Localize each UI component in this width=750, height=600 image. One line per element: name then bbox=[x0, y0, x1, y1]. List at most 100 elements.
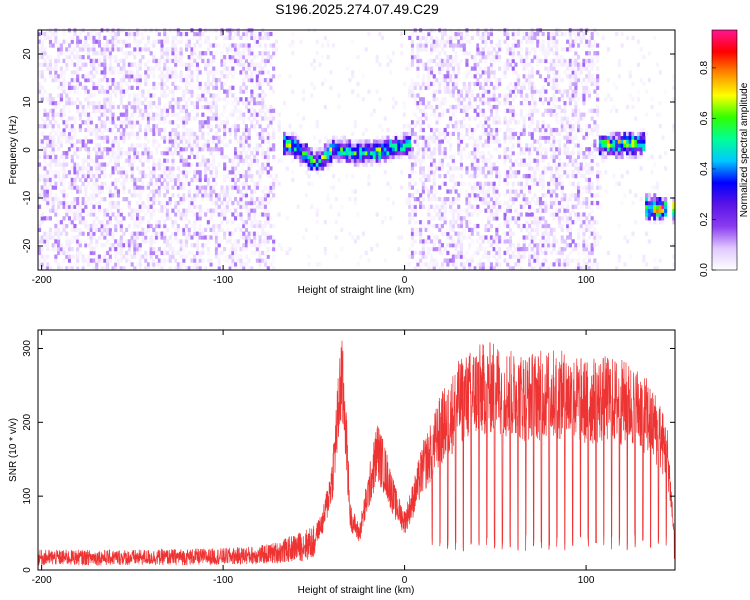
heatmap-cell bbox=[116, 39, 121, 44]
heatmap-cell bbox=[51, 197, 55, 202]
heatmap-cell bbox=[495, 239, 499, 244]
heatmap-cell bbox=[171, 158, 175, 163]
heatmap-cell bbox=[136, 143, 140, 148]
heatmap-cell bbox=[394, 143, 398, 148]
heatmap-cell bbox=[351, 158, 355, 163]
heatmap-cell bbox=[116, 151, 121, 156]
heatmap-cell bbox=[171, 185, 175, 190]
heatmap-cell bbox=[498, 204, 502, 209]
heatmap-cell bbox=[432, 235, 436, 240]
heatmap-cell bbox=[193, 258, 197, 263]
heatmap-cell bbox=[378, 139, 382, 144]
heatmap-cell bbox=[272, 235, 276, 240]
heatmap-cell bbox=[372, 147, 376, 152]
heatmap-cell bbox=[231, 220, 235, 225]
heatmap-cell bbox=[272, 43, 276, 48]
heatmap-cell bbox=[111, 47, 115, 52]
heatmap-cell bbox=[176, 112, 180, 117]
heatmap-cell bbox=[78, 55, 82, 60]
heatmap-cell bbox=[269, 143, 273, 148]
heatmap-cell bbox=[220, 62, 224, 67]
heatmap-cell bbox=[223, 66, 227, 71]
heatmap-cell bbox=[476, 231, 480, 236]
heatmap-cell bbox=[408, 197, 412, 202]
heatmap-cell bbox=[122, 104, 126, 110]
heatmap-cell bbox=[391, 143, 396, 148]
heatmap-cell bbox=[424, 151, 428, 156]
heatmap-cell bbox=[130, 212, 134, 217]
heatmap-cell bbox=[138, 254, 142, 259]
heatmap-cell bbox=[383, 258, 387, 263]
heatmap-cell bbox=[62, 162, 66, 167]
heatmap-cell bbox=[127, 43, 131, 48]
heatmap-cell bbox=[266, 162, 270, 167]
heatmap-cell bbox=[111, 81, 115, 87]
heatmap-cell bbox=[160, 135, 164, 140]
heatmap-cell bbox=[424, 139, 428, 144]
heatmap-cell bbox=[503, 158, 507, 163]
heatmap-cell bbox=[223, 193, 227, 198]
heatmap-cell bbox=[421, 181, 425, 186]
heatmap-cell bbox=[435, 258, 439, 263]
heatmap-cell bbox=[157, 185, 161, 190]
heatmap-cell bbox=[405, 139, 409, 144]
heatmap-cell bbox=[73, 212, 77, 217]
heatmap-cell bbox=[323, 35, 327, 41]
heatmap-cell bbox=[97, 43, 102, 48]
heatmap-cell bbox=[470, 185, 474, 190]
heatmap-cell bbox=[187, 220, 191, 225]
heatmap-cell bbox=[258, 174, 262, 179]
heatmap-cell bbox=[119, 147, 123, 152]
heatmap-cell bbox=[266, 208, 270, 213]
heatmap-cell bbox=[481, 235, 485, 240]
heatmap-cell bbox=[419, 177, 423, 183]
heatmap-cell bbox=[157, 143, 161, 148]
heatmap-cell bbox=[242, 85, 246, 90]
heatmap-cell bbox=[253, 97, 257, 102]
heatmap-cell bbox=[201, 131, 205, 137]
heatmap-cell bbox=[416, 55, 420, 60]
heatmap-cell bbox=[244, 74, 249, 79]
heatmap-cell bbox=[253, 31, 257, 37]
heatmap-cell bbox=[410, 47, 415, 52]
heatmap-cell bbox=[119, 70, 123, 75]
heatmap-cell bbox=[201, 89, 205, 94]
heatmap-cell bbox=[266, 147, 270, 152]
heatmap-cell bbox=[138, 89, 142, 94]
heatmap-cell bbox=[160, 250, 164, 256]
heatmap-cell bbox=[225, 254, 229, 259]
heatmap-cell bbox=[168, 197, 172, 202]
heatmap-cell bbox=[165, 139, 170, 144]
heatmap-cell bbox=[334, 135, 338, 140]
heatmap-cell bbox=[438, 243, 442, 248]
heatmap-cell bbox=[168, 212, 172, 217]
heatmap-cell bbox=[97, 78, 102, 83]
heatmap-cell bbox=[116, 204, 121, 209]
heatmap-cell bbox=[495, 216, 499, 221]
heatmap-cell bbox=[171, 74, 175, 79]
heatmap-cell bbox=[489, 108, 494, 113]
heatmap-cell bbox=[78, 139, 82, 144]
heatmap-cell bbox=[57, 262, 61, 267]
heatmap-cell bbox=[361, 158, 366, 163]
heatmap-cell bbox=[136, 247, 140, 252]
heatmap-cell bbox=[179, 247, 183, 252]
heatmap-cell bbox=[511, 189, 515, 194]
heatmap-cell bbox=[92, 85, 96, 90]
heatmap-cell bbox=[195, 31, 200, 37]
heatmap-cell bbox=[204, 120, 208, 125]
heatmap-cell bbox=[479, 262, 483, 267]
heatmap-cell bbox=[234, 254, 238, 259]
heatmap-cell bbox=[146, 208, 151, 213]
heatmap-cell bbox=[487, 258, 491, 263]
heatmap-cell bbox=[508, 51, 513, 56]
heatmap-cell bbox=[427, 170, 431, 175]
heatmap-cell bbox=[435, 78, 439, 83]
heatmap-cell bbox=[149, 262, 153, 267]
heatmap-cell bbox=[244, 70, 249, 75]
heatmap-cell bbox=[389, 70, 393, 75]
heatmap-cell bbox=[508, 139, 513, 144]
heatmap-cell bbox=[138, 262, 142, 267]
heatmap-cell bbox=[253, 66, 257, 71]
heatmap-cell bbox=[228, 131, 232, 137]
